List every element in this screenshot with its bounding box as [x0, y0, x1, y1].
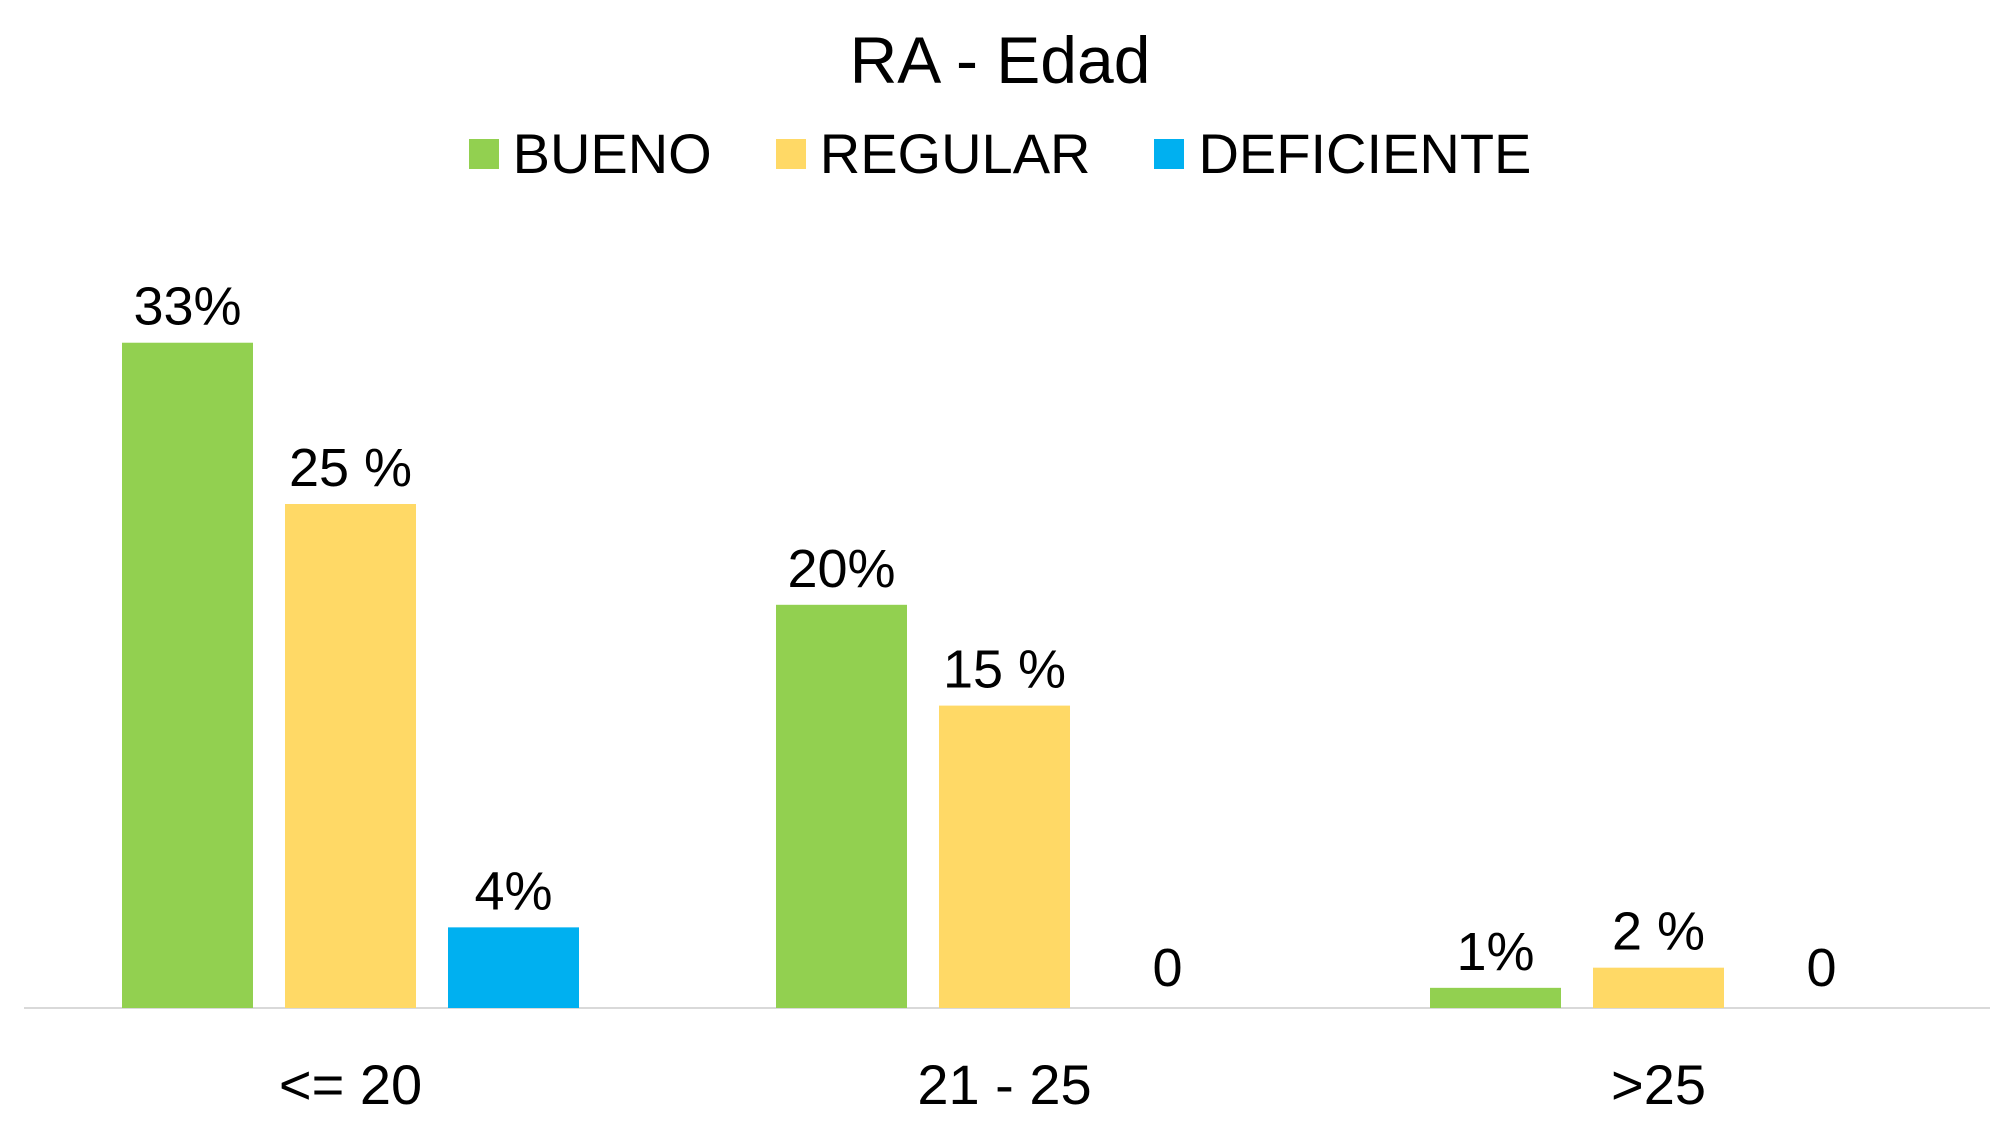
- bar-bueno-cat2: [776, 604, 907, 1008]
- data-label-regular-cat3: 2 %: [1612, 902, 1705, 962]
- data-label-deficiente-cat1: 4%: [474, 861, 552, 921]
- data-label-bueno-cat2: 20%: [787, 539, 895, 599]
- data-label-deficiente-cat3: 0: [1806, 938, 1836, 998]
- legend-swatch-regular: [775, 139, 806, 169]
- bar-bueno-cat3: [1430, 987, 1561, 1008]
- legend-label-deficiente: DEFICIENTE: [1198, 122, 1532, 185]
- legend-label-regular: REGULAR: [819, 122, 1091, 185]
- data-label-bueno-cat1: 33%: [133, 277, 241, 337]
- bar-bueno-cat1: [122, 342, 253, 1009]
- legend-label-bueno: BUENO: [512, 122, 712, 185]
- data-label-deficiente-cat2: 0: [1152, 938, 1182, 998]
- bar-regular-cat3: [1593, 967, 1724, 1008]
- x-tick-label-1: <= 20: [279, 1053, 422, 1116]
- data-label-regular-cat2: 15 %: [943, 640, 1066, 700]
- bar-regular-cat2: [939, 705, 1070, 1008]
- bar-deficiente-cat1: [448, 927, 579, 1008]
- data-label-bueno-cat3: 1%: [1456, 922, 1534, 982]
- legend-swatch-deficiente: [1154, 139, 1185, 169]
- legend-swatch-bueno: [468, 139, 499, 169]
- chart-title: RA - Edad: [849, 23, 1151, 97]
- legend-item-deficiente: DEFICIENTE: [1154, 122, 1531, 186]
- bar-regular-cat1: [285, 504, 416, 1008]
- legend-item-regular: REGULAR: [775, 122, 1091, 186]
- x-tick-label-2: 21 - 25: [917, 1053, 1091, 1116]
- legend-item-bueno: BUENO: [468, 122, 712, 186]
- x-tick-label-3: >25: [1611, 1053, 1706, 1116]
- legend: BUENO REGULAR DEFICIENTE: [0, 118, 2000, 190]
- data-label-regular-cat1: 25 %: [289, 438, 412, 498]
